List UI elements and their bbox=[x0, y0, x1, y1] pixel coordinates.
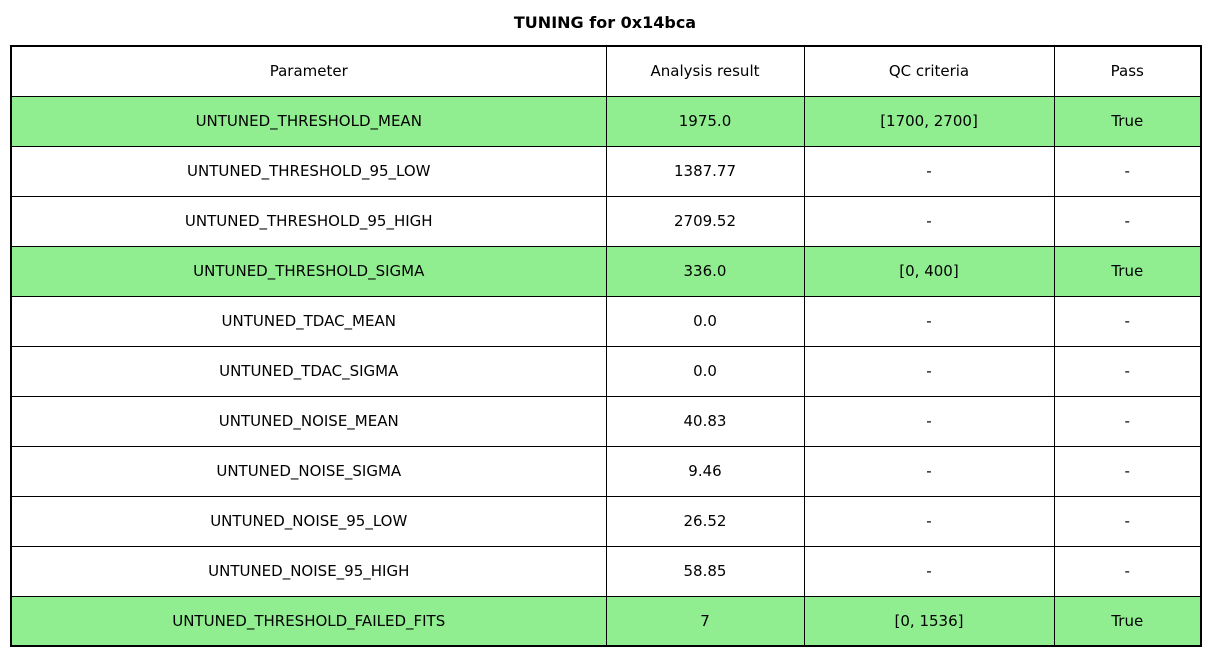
cell-qc-criteria: - bbox=[803, 445, 1055, 497]
cell-analysis-result: 336.0 bbox=[605, 245, 805, 297]
table-row: UNTUNED_TDAC_MEAN 0.0 - - bbox=[10, 295, 1202, 347]
cell-analysis-result: 1387.77 bbox=[605, 145, 805, 197]
cell-parameter: UNTUNED_NOISE_95_HIGH bbox=[10, 545, 607, 597]
cell-qc-criteria: [1700, 2700] bbox=[803, 95, 1055, 147]
table-row: UNTUNED_THRESHOLD_SIGMA 336.0 [0, 400] T… bbox=[10, 245, 1202, 297]
cell-pass: - bbox=[1053, 545, 1202, 597]
cell-parameter: UNTUNED_THRESHOLD_SIGMA bbox=[10, 245, 607, 297]
cell-pass: - bbox=[1053, 395, 1202, 447]
cell-analysis-result: 7 bbox=[605, 595, 805, 647]
cell-parameter: UNTUNED_NOISE_95_LOW bbox=[10, 495, 607, 547]
cell-analysis-result: 9.46 bbox=[605, 445, 805, 497]
cell-pass: - bbox=[1053, 345, 1202, 397]
cell-qc-criteria: - bbox=[803, 295, 1055, 347]
header-row: Parameter Analysis result QC criteria Pa… bbox=[10, 45, 1202, 97]
cell-analysis-result: 0.0 bbox=[605, 345, 805, 397]
cell-analysis-result: 1975.0 bbox=[605, 95, 805, 147]
table-row: UNTUNED_THRESHOLD_95_LOW 1387.77 - - bbox=[10, 145, 1202, 197]
cell-parameter: UNTUNED_NOISE_MEAN bbox=[10, 395, 607, 447]
cell-parameter: UNTUNED_THRESHOLD_FAILED_FITS bbox=[10, 595, 607, 647]
cell-pass: - bbox=[1053, 295, 1202, 347]
cell-pass: - bbox=[1053, 495, 1202, 547]
cell-qc-criteria: [0, 1536] bbox=[803, 595, 1055, 647]
cell-pass: - bbox=[1053, 445, 1202, 497]
cell-qc-criteria: - bbox=[803, 395, 1055, 447]
cell-pass: True bbox=[1053, 245, 1202, 297]
cell-parameter: UNTUNED_THRESHOLD_MEAN bbox=[10, 95, 607, 147]
cell-analysis-result: 58.85 bbox=[605, 545, 805, 597]
cell-qc-criteria: [0, 400] bbox=[803, 245, 1055, 297]
cell-parameter: UNTUNED_TDAC_SIGMA bbox=[10, 345, 607, 397]
cell-parameter: UNTUNED_TDAC_MEAN bbox=[10, 295, 607, 347]
cell-parameter: UNTUNED_THRESHOLD_95_HIGH bbox=[10, 195, 607, 247]
cell-analysis-result: 2709.52 bbox=[605, 195, 805, 247]
table-row: UNTUNED_NOISE_95_LOW 26.52 - - bbox=[10, 495, 1202, 547]
cell-qc-criteria: - bbox=[803, 345, 1055, 397]
cell-analysis-result: 0.0 bbox=[605, 295, 805, 347]
cell-pass: True bbox=[1053, 595, 1202, 647]
cell-qc-criteria: - bbox=[803, 495, 1055, 547]
table-row: UNTUNED_TDAC_SIGMA 0.0 - - bbox=[10, 345, 1202, 397]
cell-qc-criteria: - bbox=[803, 145, 1055, 197]
qc-tuning-table: Parameter Analysis result QC criteria Pa… bbox=[10, 45, 1202, 647]
cell-parameter: UNTUNED_NOISE_SIGMA bbox=[10, 445, 607, 497]
column-header-qc-criteria: QC criteria bbox=[803, 45, 1055, 97]
table-row: UNTUNED_THRESHOLD_MEAN 1975.0 [1700, 270… bbox=[10, 95, 1202, 147]
table-row: UNTUNED_NOISE_SIGMA 9.46 - - bbox=[10, 445, 1202, 497]
table-row: UNTUNED_NOISE_MEAN 40.83 - - bbox=[10, 395, 1202, 447]
page-title: TUNING for 0x14bca bbox=[513, 13, 697, 32]
table-body: UNTUNED_THRESHOLD_MEAN 1975.0 [1700, 270… bbox=[10, 95, 1202, 647]
table-row: UNTUNED_NOISE_95_HIGH 58.85 - - bbox=[10, 545, 1202, 597]
column-header-parameter: Parameter bbox=[10, 45, 607, 97]
cell-parameter: UNTUNED_THRESHOLD_95_LOW bbox=[10, 145, 607, 197]
cell-pass: True bbox=[1053, 95, 1202, 147]
cell-analysis-result: 26.52 bbox=[605, 495, 805, 547]
cell-qc-criteria: - bbox=[803, 545, 1055, 597]
cell-qc-criteria: - bbox=[803, 195, 1055, 247]
cell-pass: - bbox=[1053, 195, 1202, 247]
column-header-analysis-result: Analysis result bbox=[605, 45, 805, 97]
cell-analysis-result: 40.83 bbox=[605, 395, 805, 447]
column-header-pass: Pass bbox=[1053, 45, 1202, 97]
cell-pass: - bbox=[1053, 145, 1202, 197]
table-row: UNTUNED_THRESHOLD_95_HIGH 2709.52 - - bbox=[10, 195, 1202, 247]
table-row: UNTUNED_THRESHOLD_FAILED_FITS 7 [0, 1536… bbox=[10, 595, 1202, 647]
table-header: Parameter Analysis result QC criteria Pa… bbox=[10, 45, 1202, 97]
